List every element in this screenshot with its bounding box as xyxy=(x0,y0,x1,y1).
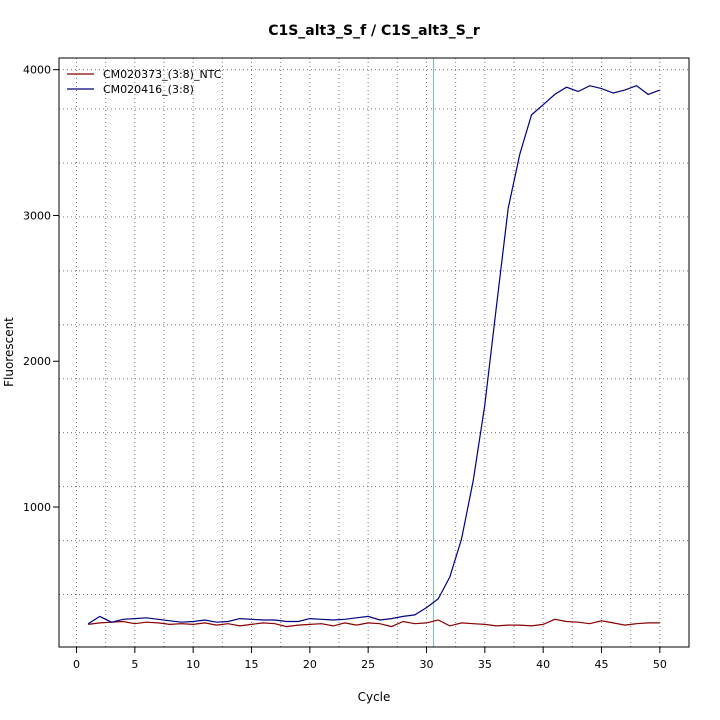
y-axis: 1000 2000 3000 4000 xyxy=(23,64,59,514)
x-axis-label: Cycle xyxy=(358,690,391,704)
x-tick-label: 35 xyxy=(478,658,492,671)
y-tick-label: 1000 xyxy=(23,501,51,514)
x-tick-label: 10 xyxy=(186,658,200,671)
x-tick-label: 5 xyxy=(131,658,138,671)
legend: CM020373_(3:8)_NTC CM020416_(3:8) xyxy=(67,68,222,96)
x-tick-label: 0 xyxy=(73,658,80,671)
series-layer xyxy=(87,85,661,628)
x-tick-label: 25 xyxy=(361,658,375,671)
x-tick-label: 45 xyxy=(595,658,609,671)
series-line-1 xyxy=(88,618,660,628)
series-line-2 xyxy=(87,85,661,625)
x-tick-label: 20 xyxy=(303,658,317,671)
y-tick-label: 2000 xyxy=(23,355,51,368)
x-tick-label: 40 xyxy=(536,658,550,671)
x-tick-label: 15 xyxy=(245,658,259,671)
plot-frame xyxy=(58,57,690,648)
legend-label: CM020416_(3:8) xyxy=(103,83,194,96)
x-tick-label: 50 xyxy=(653,658,667,671)
x-axis: 0 5 10 15 20 25 30 35 40 45 50 xyxy=(73,647,667,671)
y-axis-label: Fluorescent xyxy=(2,317,16,387)
chart-title: C1S_alt3_S_f / C1S_alt3_S_r xyxy=(268,23,480,39)
legend-label: CM020373_(3:8)_NTC xyxy=(103,68,222,81)
grid xyxy=(59,58,689,647)
x-tick-label: 30 xyxy=(420,658,434,671)
y-tick-label: 3000 xyxy=(23,209,51,222)
y-tick-label: 4000 xyxy=(23,64,51,77)
